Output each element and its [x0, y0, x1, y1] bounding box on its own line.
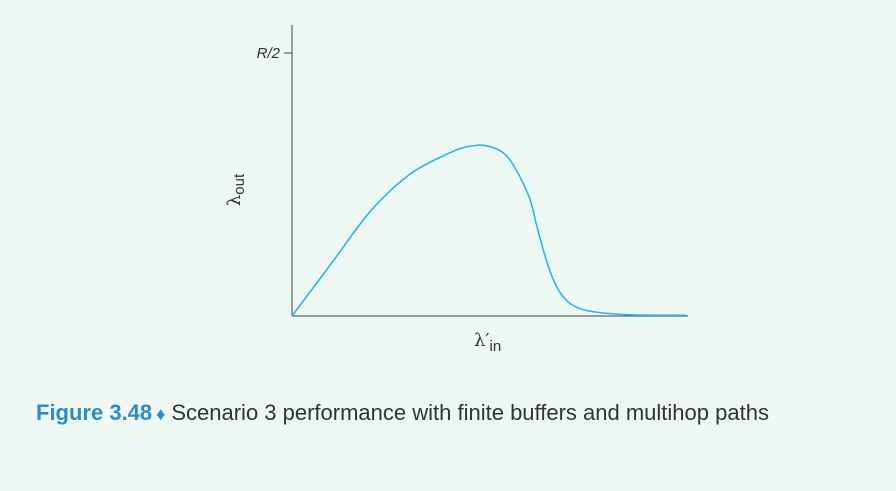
- caption-text: Scenario 3 performance with finite buffe…: [171, 400, 769, 425]
- figure-caption: Figure 3.48 ♦ Scenario 3 performance with…: [36, 398, 856, 429]
- chart: R/2 λout λ′in: [224, 25, 688, 355]
- x-axis-label: λ′in: [474, 330, 501, 355]
- y-tick-label: R/2: [257, 45, 281, 62]
- caption-label: Figure 3.48: [36, 400, 153, 425]
- diamond-icon: ♦: [156, 404, 166, 424]
- series-line: [291, 144, 687, 317]
- y-ticks: R/2: [257, 45, 292, 62]
- y-axis-label: λout: [224, 173, 248, 206]
